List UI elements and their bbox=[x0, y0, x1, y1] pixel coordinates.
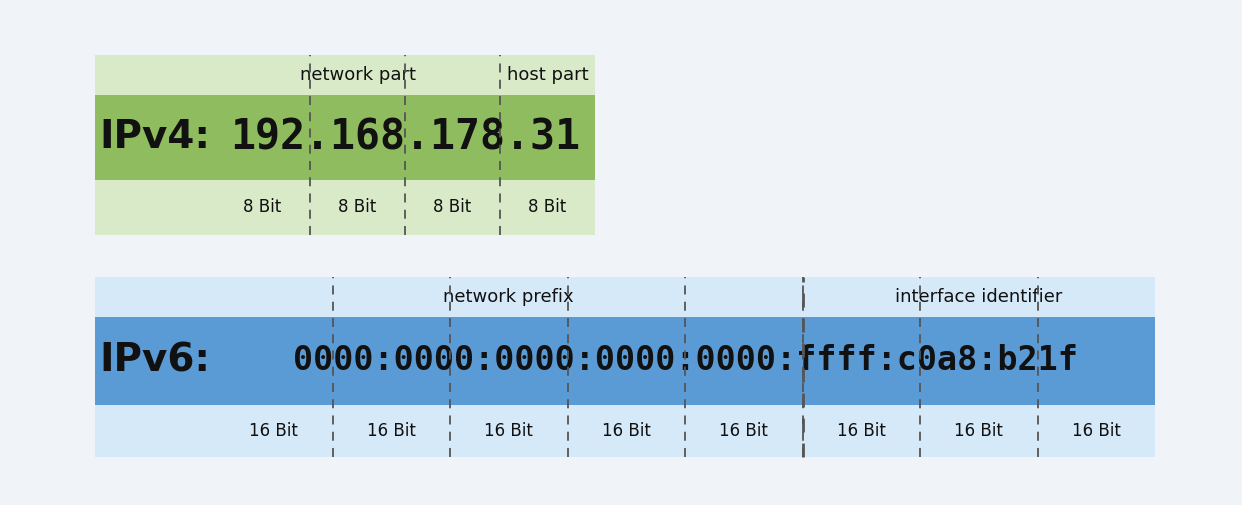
Text: 8 Bit: 8 Bit bbox=[433, 198, 472, 217]
Text: network prefix: network prefix bbox=[443, 288, 574, 306]
Text: 192.168.178.31: 192.168.178.31 bbox=[230, 117, 580, 159]
Text: IPv6:: IPv6: bbox=[99, 342, 210, 380]
Bar bbox=[94, 55, 595, 235]
Text: IPv4:: IPv4: bbox=[99, 119, 210, 157]
Text: 16 Bit: 16 Bit bbox=[366, 422, 416, 440]
Text: 16 Bit: 16 Bit bbox=[484, 422, 533, 440]
Text: 8 Bit: 8 Bit bbox=[243, 198, 282, 217]
Text: 8 Bit: 8 Bit bbox=[338, 198, 376, 217]
Text: 16 Bit: 16 Bit bbox=[250, 422, 298, 440]
Text: 16 Bit: 16 Bit bbox=[719, 422, 769, 440]
Text: 16 Bit: 16 Bit bbox=[1072, 422, 1120, 440]
Bar bbox=[94, 277, 1155, 457]
Text: 16 Bit: 16 Bit bbox=[954, 422, 1004, 440]
Text: 16 Bit: 16 Bit bbox=[837, 422, 886, 440]
Bar bbox=[94, 95, 595, 180]
Text: 0000:0000:0000:0000:0000:ffff:c0a8:b21f: 0000:0000:0000:0000:0000:ffff:c0a8:b21f bbox=[293, 344, 1078, 378]
Text: 16 Bit: 16 Bit bbox=[602, 422, 651, 440]
Text: 8 Bit: 8 Bit bbox=[528, 198, 566, 217]
Text: network part: network part bbox=[299, 66, 416, 84]
Text: host part: host part bbox=[507, 66, 589, 84]
Text: interface identifier: interface identifier bbox=[895, 288, 1062, 306]
Bar bbox=[94, 317, 1155, 405]
